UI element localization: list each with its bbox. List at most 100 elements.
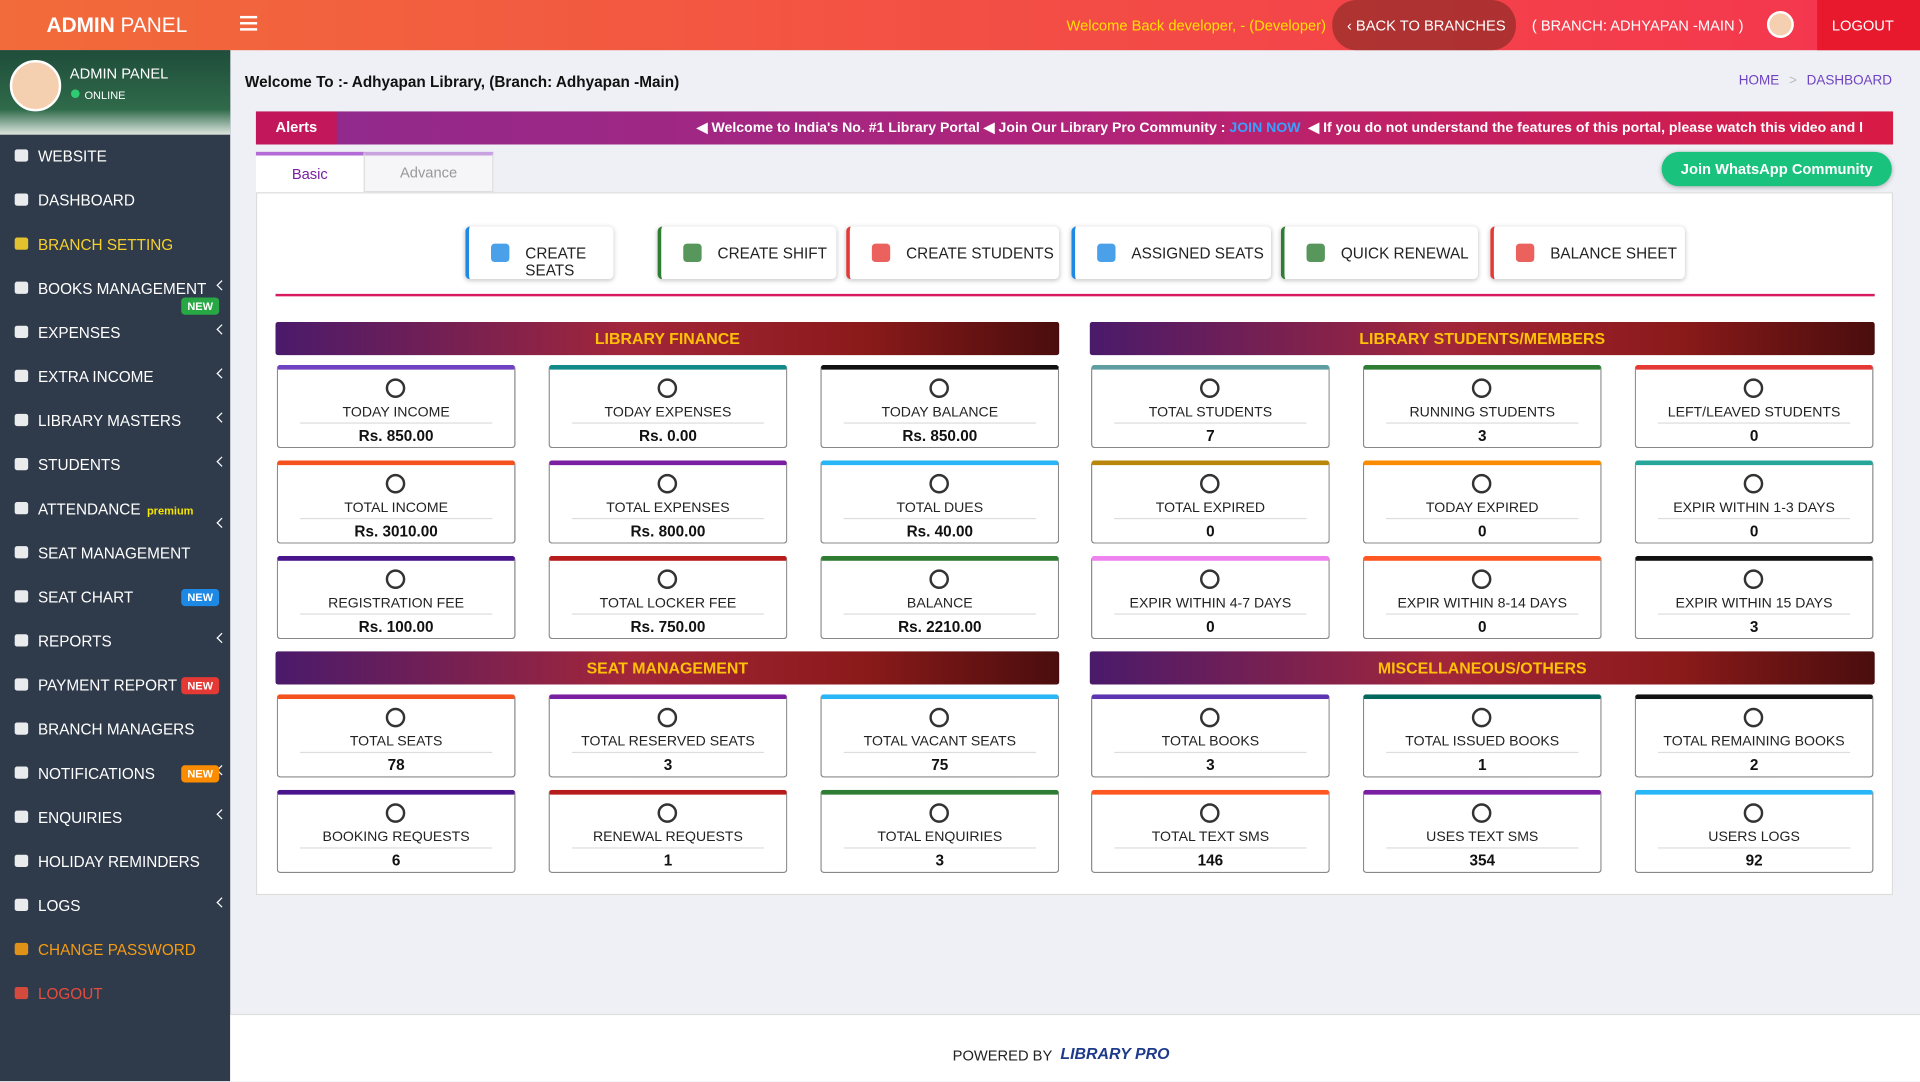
footer-logo[interactable]: LIBRARY PRO: [1060, 1044, 1170, 1063]
card-rule: [300, 613, 493, 615]
profile-name: ADMIN PANEL: [69, 64, 169, 83]
stat-card[interactable]: BALANCE Rs. 2210.00: [820, 555, 1060, 640]
menu-item[interactable]: LIBRARY MASTERS: [0, 399, 230, 443]
avatar[interactable]: [1766, 11, 1794, 38]
stat-card[interactable]: TOTAL DUES Rs. 40.00: [820, 460, 1060, 544]
menu-label: CHANGE PASSWORD: [37, 941, 196, 959]
alert-item: ◀ Welcome to India's No. #1 Library Port…: [696, 121, 980, 136]
stat-card[interactable]: RENEWAL REQUESTS 1: [548, 789, 788, 874]
stat-card[interactable]: TOTAL RESERVED SEATS 3: [548, 694, 788, 778]
stat-card[interactable]: TODAY BALANCE Rs. 850.00: [820, 364, 1060, 449]
card-icon: [1743, 803, 1764, 823]
brand[interactable]: ADMIN PANEL: [47, 13, 188, 37]
stat-card[interactable]: TODAY EXPENSES Rs. 0.00: [548, 364, 788, 449]
stat-card[interactable]: LEFT/LEAVED STUDENTS 0: [1634, 364, 1874, 449]
menu-item[interactable]: HOLIDAY REMINDERS: [0, 840, 230, 884]
stat-card[interactable]: TOTAL BOOKS 3: [1091, 694, 1330, 778]
menu-item[interactable]: BRANCH MANAGERS: [0, 708, 230, 752]
menu-item[interactable]: PAYMENT REPORT NEW: [0, 664, 230, 708]
menu-item[interactable]: REPORTS: [0, 620, 230, 664]
card-value: 6: [391, 852, 401, 870]
menu-label: PAYMENT REPORT: [37, 677, 178, 695]
card-icon: [1471, 707, 1492, 728]
menu-item[interactable]: STUDENTS: [0, 443, 230, 487]
card-value: Rs. 750.00: [630, 618, 706, 636]
stat-card[interactable]: EXPIR WITHIN 4-7 DAYS 0: [1091, 555, 1330, 640]
quick-button[interactable]: QUICK RENEWAL: [1280, 226, 1478, 280]
menu-item[interactable]: CHANGE PASSWORD: [0, 928, 230, 972]
tab-basic[interactable]: Basic: [255, 151, 364, 193]
profile-status: ONLINE: [84, 89, 126, 102]
quick-button[interactable]: BALANCE SHEET: [1490, 226, 1685, 280]
menu-item[interactable]: WEBSITE: [0, 135, 230, 179]
card-icon: [929, 473, 949, 494]
menu-item[interactable]: BOOKS MANAGEMENT NEW: [0, 267, 230, 315]
menu-toggle[interactable]: [240, 15, 258, 31]
card-icon: [385, 378, 406, 398]
stat-card[interactable]: EXPIR WITHIN 8-14 DAYS 0: [1362, 555, 1602, 640]
stat-card[interactable]: USERS LOGS 92: [1634, 789, 1874, 874]
breadcrumb-home[interactable]: HOME: [1738, 73, 1780, 89]
stat-card[interactable]: TOTAL REMAINING BOOKS 2: [1634, 694, 1874, 778]
menu-item[interactable]: BRANCH SETTING: [0, 223, 230, 267]
menu-item[interactable]: EXTRA INCOME: [0, 355, 230, 399]
stat-card[interactable]: TODAY EXPIRED 0: [1362, 460, 1602, 544]
card-label: TOTAL INCOME: [344, 500, 449, 516]
quick-button[interactable]: CREATE STUDENTS: [846, 226, 1060, 280]
stat-card[interactable]: EXPIR WITHIN 15 DAYS 3: [1634, 555, 1874, 640]
stat-card[interactable]: TOTAL SEATS 78: [276, 694, 516, 778]
card-rule: [571, 613, 765, 615]
card-value: 7: [1206, 427, 1215, 445]
menu-item[interactable]: NOTIFICATIONS NEW: [0, 752, 230, 796]
logout-label: LOGOUT: [1831, 17, 1894, 35]
stat-card[interactable]: TOTAL EXPIRED 0: [1091, 460, 1330, 544]
stat-card[interactable]: TOTAL EXPENSES Rs. 800.00: [548, 460, 788, 544]
back-button[interactable]: ‹ BACK TO BRANCHES: [1332, 0, 1516, 51]
card-label: USERS LOGS: [1708, 830, 1800, 845]
stat-card[interactable]: TOTAL ISSUED BOOKS 1: [1362, 694, 1602, 778]
stat-card[interactable]: EXPIR WITHIN 1-3 DAYS 0: [1634, 460, 1874, 544]
stat-card[interactable]: TOTAL INCOME Rs. 3010.00: [276, 460, 516, 544]
menu-arrow: [216, 456, 227, 467]
card-value: 3: [1749, 618, 1759, 636]
menu-item[interactable]: ENQUIRIES: [0, 796, 230, 840]
menu-label: LOGOUT: [37, 985, 103, 1003]
stat-card[interactable]: USES TEXT SMS 354: [1362, 789, 1602, 874]
menu-item[interactable]: LOGOUT: [0, 972, 230, 1016]
menu-item[interactable]: LOGS: [0, 884, 230, 928]
menu-item[interactable]: SEAT MANAGEMENT: [0, 531, 230, 575]
button-icon: [491, 243, 510, 263]
button-label: CREATE SEATS: [525, 244, 587, 280]
stat-card[interactable]: TOTAL LOCKER FEE Rs. 750.00: [548, 555, 788, 640]
stat-card[interactable]: TOTAL STUDENTS 7: [1091, 364, 1330, 449]
card-label: REGISTRATION FEE: [328, 596, 465, 612]
menu-icon: [14, 986, 29, 1000]
stat-card[interactable]: BOOKING REQUESTS 6: [276, 789, 516, 874]
button-label: CREATE STUDENTS: [906, 244, 1054, 263]
whatsapp-button[interactable]: Join WhatsApp Community: [1661, 151, 1892, 187]
button-label: BALANCE SHEET: [1550, 244, 1677, 263]
menu-item[interactable]: SEAT CHART NEW: [0, 576, 230, 620]
tab-advance[interactable]: Advance: [363, 151, 494, 193]
menu-item[interactable]: EXPENSES: [0, 311, 230, 355]
join-link[interactable]: JOIN NOW: [1229, 121, 1301, 136]
menu-icon: [14, 766, 29, 779]
menu-item[interactable]: DASHBOARD: [0, 179, 230, 223]
menu-label: EXPENSES: [37, 324, 121, 342]
card-value: 3: [663, 756, 673, 774]
stat-card[interactable]: TOTAL TEXT SMS 146: [1091, 789, 1330, 874]
logout-button[interactable]: LOGOUT: [1817, 0, 1920, 51]
card-label: TODAY EXPENSES: [604, 405, 732, 421]
stat-card[interactable]: RUNNING STUDENTS 3: [1362, 364, 1602, 449]
menu-item[interactable]: ATTENDANCE premium: [0, 487, 230, 531]
stat-card[interactable]: TOTAL VACANT SEATS 75: [820, 694, 1060, 778]
quick-button[interactable]: CREATE SHIFT: [657, 226, 837, 280]
quick-button[interactable]: CREATE SEATS: [465, 226, 614, 280]
stat-card[interactable]: TODAY INCOME Rs. 850.00: [276, 364, 516, 449]
card-label: TOTAL TEXT SMS: [1151, 830, 1270, 845]
quick-button[interactable]: ASSIGNED SEATS: [1071, 226, 1272, 280]
stat-card[interactable]: REGISTRATION FEE Rs. 100.00: [276, 555, 516, 640]
card-icon: [929, 569, 949, 589]
stat-card[interactable]: TOTAL ENQUIRIES 3: [820, 789, 1060, 874]
